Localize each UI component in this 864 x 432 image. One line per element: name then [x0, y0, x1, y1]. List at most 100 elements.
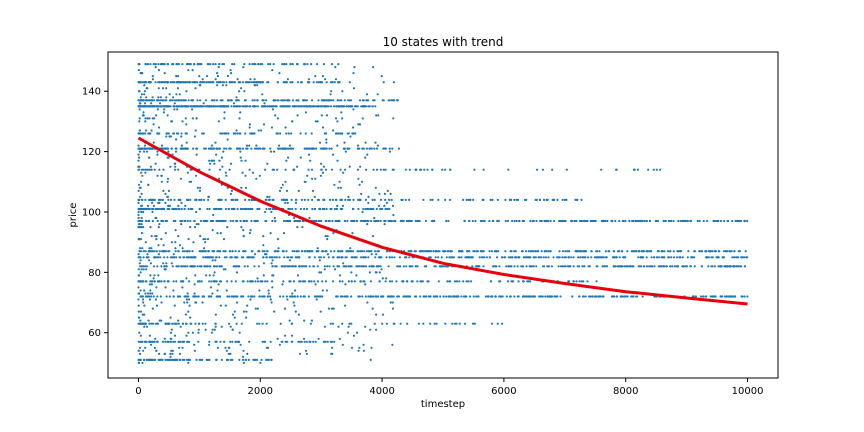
scatter-point [138, 346, 142, 349]
scatter-point [207, 147, 210, 150]
scatter-point [271, 198, 274, 201]
scatter-point [637, 219, 640, 223]
scatter-point [207, 250, 210, 253]
scatter-point [238, 250, 241, 253]
scatter-point [175, 265, 178, 268]
scatter-point [166, 256, 169, 259]
scatter-point [287, 99, 290, 102]
scatter-point [181, 247, 184, 250]
scatter-point [338, 280, 341, 283]
scatter-point [336, 120, 339, 123]
scatter-point [495, 256, 499, 259]
scatter-point [237, 265, 240, 268]
scatter-point [344, 150, 347, 153]
scatter-point [336, 204, 339, 207]
scatter-point [145, 87, 148, 90]
scatter-point [151, 307, 154, 310]
scatter-point [209, 256, 212, 259]
scatter-point [321, 81, 324, 84]
scatter-point [197, 322, 201, 325]
scatter-point [709, 295, 712, 298]
scatter-point [291, 63, 294, 66]
scatter-point [516, 265, 519, 268]
scatter-point [271, 265, 274, 268]
scatter-point [203, 147, 206, 150]
scatter-point [741, 256, 744, 259]
scatter-point [258, 295, 261, 298]
scatter-point [253, 358, 256, 361]
scatter-point [733, 256, 736, 259]
scatter-point [144, 241, 147, 244]
scatter-point [204, 322, 207, 325]
scatter-point [194, 295, 197, 298]
scatter-point [373, 198, 376, 201]
scatter-point [262, 274, 265, 277]
scatter-point [289, 63, 292, 66]
scatter-point [206, 265, 209, 268]
scatter-point [204, 105, 207, 108]
scatter-point [319, 310, 322, 313]
scatter-point [190, 99, 193, 102]
scatter-point [283, 99, 287, 102]
scatter-point [543, 250, 546, 253]
scatter-point [262, 244, 265, 247]
scatter-point [284, 201, 287, 204]
scatter-point [513, 250, 516, 253]
scatter-point [215, 147, 218, 150]
scatter-point [361, 210, 364, 214]
scatter-point [713, 250, 716, 253]
scatter-point [222, 150, 225, 153]
scatter-point [265, 207, 268, 211]
scatter-point [218, 256, 221, 259]
scatter-point [322, 165, 326, 168]
scatter-point [150, 343, 153, 346]
scatter-point [462, 198, 465, 201]
scatter-point [224, 304, 227, 307]
scatter-point [145, 295, 148, 298]
scatter-point [388, 147, 391, 150]
scatter-point [315, 298, 318, 301]
scatter-point [313, 256, 316, 259]
scatter-point [137, 213, 140, 217]
scatter-point [205, 81, 208, 84]
scatter-point [479, 250, 482, 253]
scatter-point [214, 325, 217, 328]
scatter-point [337, 219, 340, 223]
scatter-point [321, 75, 324, 78]
scatter-point [669, 250, 672, 253]
scatter-point [255, 177, 258, 180]
scatter-point [266, 162, 269, 165]
scatter-point [280, 147, 284, 150]
scatter-point [279, 147, 282, 150]
scatter-point [148, 81, 152, 84]
scatter-point [294, 219, 297, 223]
scatter-point [356, 265, 359, 268]
scatter-point [329, 93, 332, 96]
scatter-point [676, 265, 679, 268]
scatter-point [384, 207, 387, 211]
scatter-point [167, 150, 170, 153]
scatter-point [297, 189, 300, 192]
scatter-point [175, 280, 178, 283]
scatter-point [266, 195, 269, 198]
scatter-point [138, 156, 141, 159]
scatter-point [330, 90, 333, 93]
scatter-point [522, 295, 525, 298]
scatter-point [419, 295, 422, 298]
scatter-point [341, 322, 344, 325]
scatter-point [328, 265, 331, 268]
scatter-point [541, 168, 545, 171]
scatter-point [139, 289, 142, 292]
scatter-point [151, 292, 154, 295]
scatter-point [314, 120, 317, 123]
scatter-point [169, 316, 172, 319]
scatter-point [292, 280, 295, 283]
scatter-point [225, 147, 228, 150]
scatter-point [210, 331, 213, 334]
scatter-point [164, 219, 167, 223]
scatter-point [142, 301, 145, 304]
scatter-point [255, 144, 258, 147]
scatter-point [391, 256, 394, 259]
scatter-point [219, 81, 222, 84]
scatter-point [429, 295, 432, 298]
